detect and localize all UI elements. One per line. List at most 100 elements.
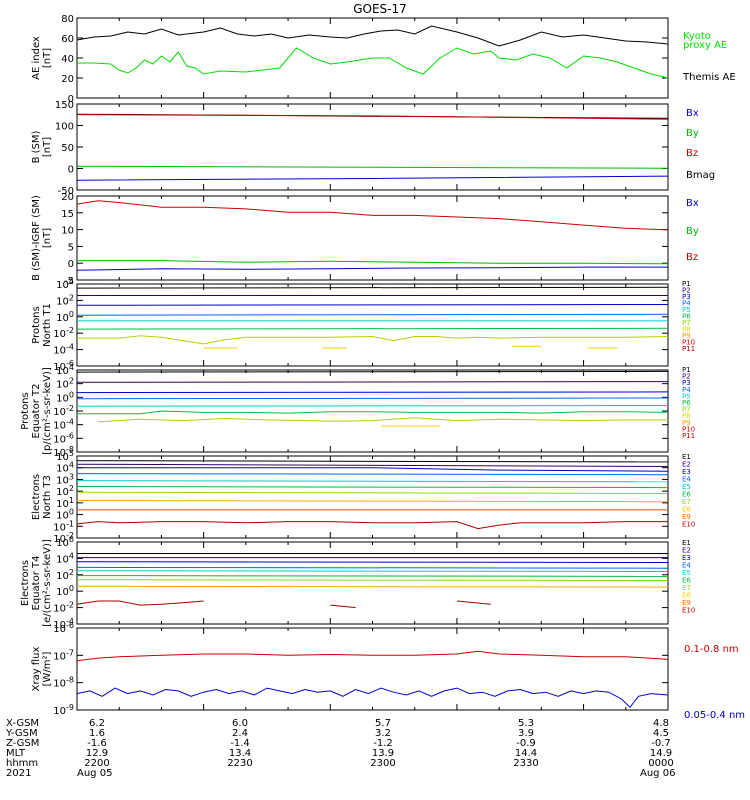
x-row-label: X-GSM — [6, 718, 39, 729]
y-tick-label: 0 — [68, 165, 74, 176]
legend-entry: Themis AE — [682, 72, 736, 83]
series-line-e4 — [76, 566, 669, 569]
series-line-e6 — [76, 486, 669, 489]
y-tick-label: 150 — [55, 100, 74, 111]
legend-entry: P3 — [682, 293, 691, 301]
series-line-e5 — [76, 480, 669, 483]
y-tick-label: 0 — [68, 94, 74, 105]
legend-entry: E10 — [682, 521, 695, 529]
x-row-label: Y-GSM — [5, 728, 38, 739]
legend-entry: Bz — [686, 148, 698, 159]
x-row-value: 4.8 — [653, 718, 669, 729]
legend-entry: E10 — [682, 607, 695, 615]
legend-entry: P6 — [682, 313, 691, 321]
x-row-value: 14.4 — [515, 748, 537, 759]
legend-entry: E2 — [682, 461, 691, 469]
y-tick-label: 15 — [61, 209, 74, 220]
x-row-value: 3.9 — [518, 728, 534, 739]
legend-entry: E9 — [682, 513, 691, 521]
series-line-e3 — [76, 561, 669, 563]
x-row-value: Aug 06 — [640, 768, 675, 779]
y-tick-label: 10-2 — [53, 404, 74, 418]
x-row-value: 5.3 — [518, 718, 534, 729]
legend-entry: Bmag — [686, 170, 715, 181]
y-tick-label: -50 — [58, 186, 74, 197]
y-axis-label: [W/m²] — [42, 651, 53, 686]
x-row-value: -1.6 — [87, 738, 107, 749]
x-row-value: -0.7 — [651, 738, 671, 749]
y-tick-label: 10-7 — [53, 648, 74, 662]
panel-electrons_t4: 106 104 102 100 10-2 10-4 Electrons Equator T4[… — [20, 535, 695, 631]
legend-entry: P9 — [682, 419, 691, 427]
y-tick-label: 20 — [61, 192, 74, 203]
series-line-e8 — [76, 585, 669, 588]
series-line-p4 — [76, 313, 669, 316]
panel-frame — [76, 455, 669, 539]
series-line-e9c — [456, 600, 491, 605]
legend-entry: P8 — [682, 412, 691, 420]
y-tick-label: 10-4 — [53, 343, 74, 357]
series-line-p2 — [76, 381, 669, 383]
legend-entry: E2 — [682, 547, 691, 555]
legend-entry: P4 — [682, 300, 691, 308]
legend-entry: E9 — [682, 599, 691, 607]
legend-entry: P10 — [682, 425, 695, 433]
y-tick-label: 101 — [56, 496, 74, 510]
panel-bsm: 150 100 50 0 -50 B (SM) [nT] Bx By Bz Bmag — [31, 100, 715, 197]
series-line-bx — [76, 175, 669, 181]
legend-entry: P2 — [682, 373, 691, 381]
y-axis-label: B (SM)-IGRF (SM) — [31, 195, 42, 281]
series-line-by — [77, 260, 669, 265]
x-row-value: 2.4 — [232, 728, 248, 739]
y-tick-label: 10-2 — [53, 601, 74, 615]
y-tick-label: 104 — [56, 551, 74, 565]
x-row-value: 0000 — [648, 758, 673, 769]
x-row-value: 2230 — [227, 758, 252, 769]
series-line-e5 — [76, 570, 669, 572]
y-tick-label: 104 — [56, 363, 74, 377]
series-line-bz — [76, 200, 669, 231]
x-row-value: Aug 05 — [77, 768, 112, 779]
series-line-themis-ae — [76, 25, 669, 47]
series-line-p1 — [76, 286, 669, 289]
x-row-label: MLT — [6, 748, 26, 759]
y-tick-label: 80 — [61, 14, 74, 25]
x-row-value: 2300 — [370, 758, 395, 769]
series-line-e4 — [76, 473, 669, 476]
legend-entry: proxy AE — [683, 40, 727, 51]
series-line-p7 — [98, 417, 668, 423]
y-tick-label: 103 — [56, 472, 74, 486]
y-axis-label: Equator T2 — [31, 384, 42, 439]
series-line-0-1-0-8-nm — [76, 650, 669, 662]
legend-entry: P5 — [682, 306, 691, 314]
series-line-by — [76, 165, 669, 169]
x-axis-labels: X-GSM 6.2 6.0 5.7 5.3 4.8 Y-GSM 1.6 2.4 3.2 3.9 4.5… — [5, 718, 675, 779]
y-tick-label: 10-6 — [53, 621, 74, 635]
y-tick-label: 100 — [56, 390, 74, 404]
y-tick-label: 100 — [56, 584, 74, 598]
series-line-p3 — [76, 391, 669, 394]
y-axis-label: Electrons — [31, 474, 42, 520]
y-axis-label: Electrons — [20, 560, 31, 606]
series-line-kyoto-proxy-ae — [77, 47, 669, 79]
legend-entry: P8 — [682, 326, 691, 334]
legend-entry: By — [686, 226, 699, 237]
y-axis-label: [e/(cm²-s-sr-keV)] — [42, 539, 53, 627]
y-axis-label: Protons — [31, 306, 42, 343]
x-row-value: 13.9 — [372, 748, 394, 759]
y-axis-label: [nT] — [42, 137, 53, 157]
y-tick-label: 10-4 — [53, 617, 74, 631]
y-tick-label: 10-1 — [53, 519, 74, 533]
legend-entry: E8 — [682, 506, 691, 514]
series-line-p1 — [76, 370, 669, 373]
legend-entry: Bx — [686, 108, 699, 119]
x-row-value: 12.9 — [86, 748, 108, 759]
y-tick-label: 106 — [56, 535, 74, 549]
legend-entry: E5 — [682, 569, 691, 577]
legend-entry: Bx — [686, 198, 699, 209]
series-line-bz — [76, 114, 669, 120]
y-tick-label: 10-2 — [53, 326, 74, 340]
